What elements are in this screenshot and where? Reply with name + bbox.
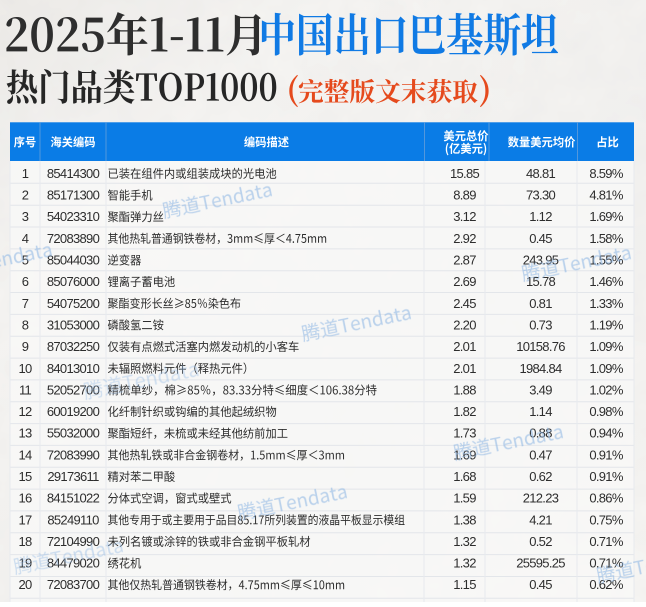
svg-text:8: 8 xyxy=(22,317,29,332)
svg-text:17: 17 xyxy=(18,512,32,527)
svg-text:2: 2 xyxy=(22,188,29,203)
svg-text:8.89: 8.89 xyxy=(453,188,476,203)
svg-text:5: 5 xyxy=(22,253,29,268)
svg-text:0.62%: 0.62% xyxy=(589,577,624,592)
svg-text:0.81: 0.81 xyxy=(529,296,552,311)
svg-text:31053000: 31053000 xyxy=(47,317,100,332)
svg-text:1.68: 1.68 xyxy=(453,469,476,484)
svg-text:52052700: 52052700 xyxy=(47,382,100,397)
svg-text:87032250: 87032250 xyxy=(47,339,100,354)
svg-text:1.59: 1.59 xyxy=(453,491,476,506)
svg-text:9: 9 xyxy=(22,339,29,354)
svg-text:25595.25: 25595.25 xyxy=(516,556,565,571)
svg-text:6: 6 xyxy=(22,274,29,289)
svg-text:73.30: 73.30 xyxy=(526,188,556,203)
svg-text:11: 11 xyxy=(19,382,32,397)
svg-text:1.73: 1.73 xyxy=(453,426,476,441)
svg-text:1.46%: 1.46% xyxy=(589,274,624,289)
svg-text:10158.76: 10158.76 xyxy=(516,339,565,354)
svg-text:14: 14 xyxy=(18,447,32,462)
svg-text:72083890: 72083890 xyxy=(47,231,100,246)
svg-text:10: 10 xyxy=(18,361,32,376)
svg-text:2.92: 2.92 xyxy=(453,231,476,246)
svg-text:0.94%: 0.94% xyxy=(589,426,624,441)
svg-text:15.78: 15.78 xyxy=(526,274,556,289)
svg-text:2.01: 2.01 xyxy=(453,361,476,376)
svg-text:1: 1 xyxy=(22,166,29,181)
svg-text:16: 16 xyxy=(18,491,32,506)
svg-text:1.02%: 1.02% xyxy=(589,382,624,397)
svg-text:0.45: 0.45 xyxy=(529,577,552,592)
svg-text:1.12: 1.12 xyxy=(529,209,552,224)
svg-text:84479020: 84479020 xyxy=(47,556,100,571)
svg-text:72083700: 72083700 xyxy=(47,577,100,592)
svg-text:1.38: 1.38 xyxy=(453,512,476,527)
svg-text:54023310: 54023310 xyxy=(47,209,100,224)
svg-text:2.01: 2.01 xyxy=(453,339,476,354)
svg-text:1.15: 1.15 xyxy=(453,577,476,592)
svg-text:18: 18 xyxy=(18,534,32,549)
svg-text:3.12: 3.12 xyxy=(453,209,476,224)
svg-text:72083990: 72083990 xyxy=(47,447,100,462)
svg-text:0.98%: 0.98% xyxy=(589,404,624,419)
svg-text:4.81%: 4.81% xyxy=(589,188,624,203)
svg-text:1.58%: 1.58% xyxy=(589,231,624,246)
svg-text:3: 3 xyxy=(22,209,29,224)
svg-text:0.86%: 0.86% xyxy=(589,491,624,506)
svg-text:12: 12 xyxy=(18,404,32,419)
svg-text:13: 13 xyxy=(18,426,32,441)
svg-text:1.82: 1.82 xyxy=(453,404,476,419)
svg-text:15.85: 15.85 xyxy=(450,166,480,181)
svg-text:4.21: 4.21 xyxy=(529,512,552,527)
svg-text:1.19%: 1.19% xyxy=(589,317,624,332)
svg-text:60019200: 60019200 xyxy=(47,404,100,419)
svg-text:15: 15 xyxy=(18,469,32,484)
svg-text:84151022: 84151022 xyxy=(47,491,100,506)
svg-text:0.73: 0.73 xyxy=(529,317,552,332)
svg-text:0.91%: 0.91% xyxy=(589,447,624,462)
svg-text:1.88: 1.88 xyxy=(453,382,476,397)
svg-text:0.45: 0.45 xyxy=(529,231,552,246)
svg-text:85044030: 85044030 xyxy=(47,253,100,268)
svg-text:2.45: 2.45 xyxy=(453,296,476,311)
svg-text:85249110: 85249110 xyxy=(47,512,99,527)
svg-text:2.69: 2.69 xyxy=(453,274,476,289)
svg-text:85076000: 85076000 xyxy=(47,274,100,289)
svg-text:1984.84: 1984.84 xyxy=(519,361,562,376)
svg-text:2.20: 2.20 xyxy=(453,317,476,332)
svg-text:0.75%: 0.75% xyxy=(589,512,624,527)
svg-text:0.47: 0.47 xyxy=(529,447,552,462)
svg-text:1.09%: 1.09% xyxy=(589,339,624,354)
svg-text:1.69%: 1.69% xyxy=(589,209,624,224)
svg-text:0.91%: 0.91% xyxy=(589,469,624,484)
svg-text:3.49: 3.49 xyxy=(529,382,552,397)
svg-text:29173611: 29173611 xyxy=(47,469,99,484)
svg-text:55032000: 55032000 xyxy=(47,426,100,441)
svg-text:4: 4 xyxy=(22,231,29,246)
svg-text:54075200: 54075200 xyxy=(47,296,100,311)
svg-text:7: 7 xyxy=(22,296,29,311)
svg-text:8.59%: 8.59% xyxy=(589,166,624,181)
svg-text:72104990: 72104990 xyxy=(47,534,100,549)
svg-text:48.81: 48.81 xyxy=(526,166,556,181)
svg-text:0.71%: 0.71% xyxy=(589,556,624,571)
svg-text:2.87: 2.87 xyxy=(453,253,476,268)
svg-text:0.62: 0.62 xyxy=(529,469,552,484)
svg-text:0.52: 0.52 xyxy=(529,534,552,549)
svg-text:85171300: 85171300 xyxy=(47,188,100,203)
svg-text:85414300: 85414300 xyxy=(47,166,100,181)
svg-text:1.09%: 1.09% xyxy=(589,361,624,376)
svg-text:20: 20 xyxy=(18,577,32,592)
svg-text:212.23: 212.23 xyxy=(523,491,559,506)
svg-text:0.71%: 0.71% xyxy=(589,534,624,549)
svg-text:84013010: 84013010 xyxy=(47,361,100,376)
svg-text:1.33%: 1.33% xyxy=(589,296,624,311)
svg-text:1.14: 1.14 xyxy=(529,404,552,419)
svg-text:1.32: 1.32 xyxy=(453,556,476,571)
svg-text:1.32: 1.32 xyxy=(453,534,476,549)
